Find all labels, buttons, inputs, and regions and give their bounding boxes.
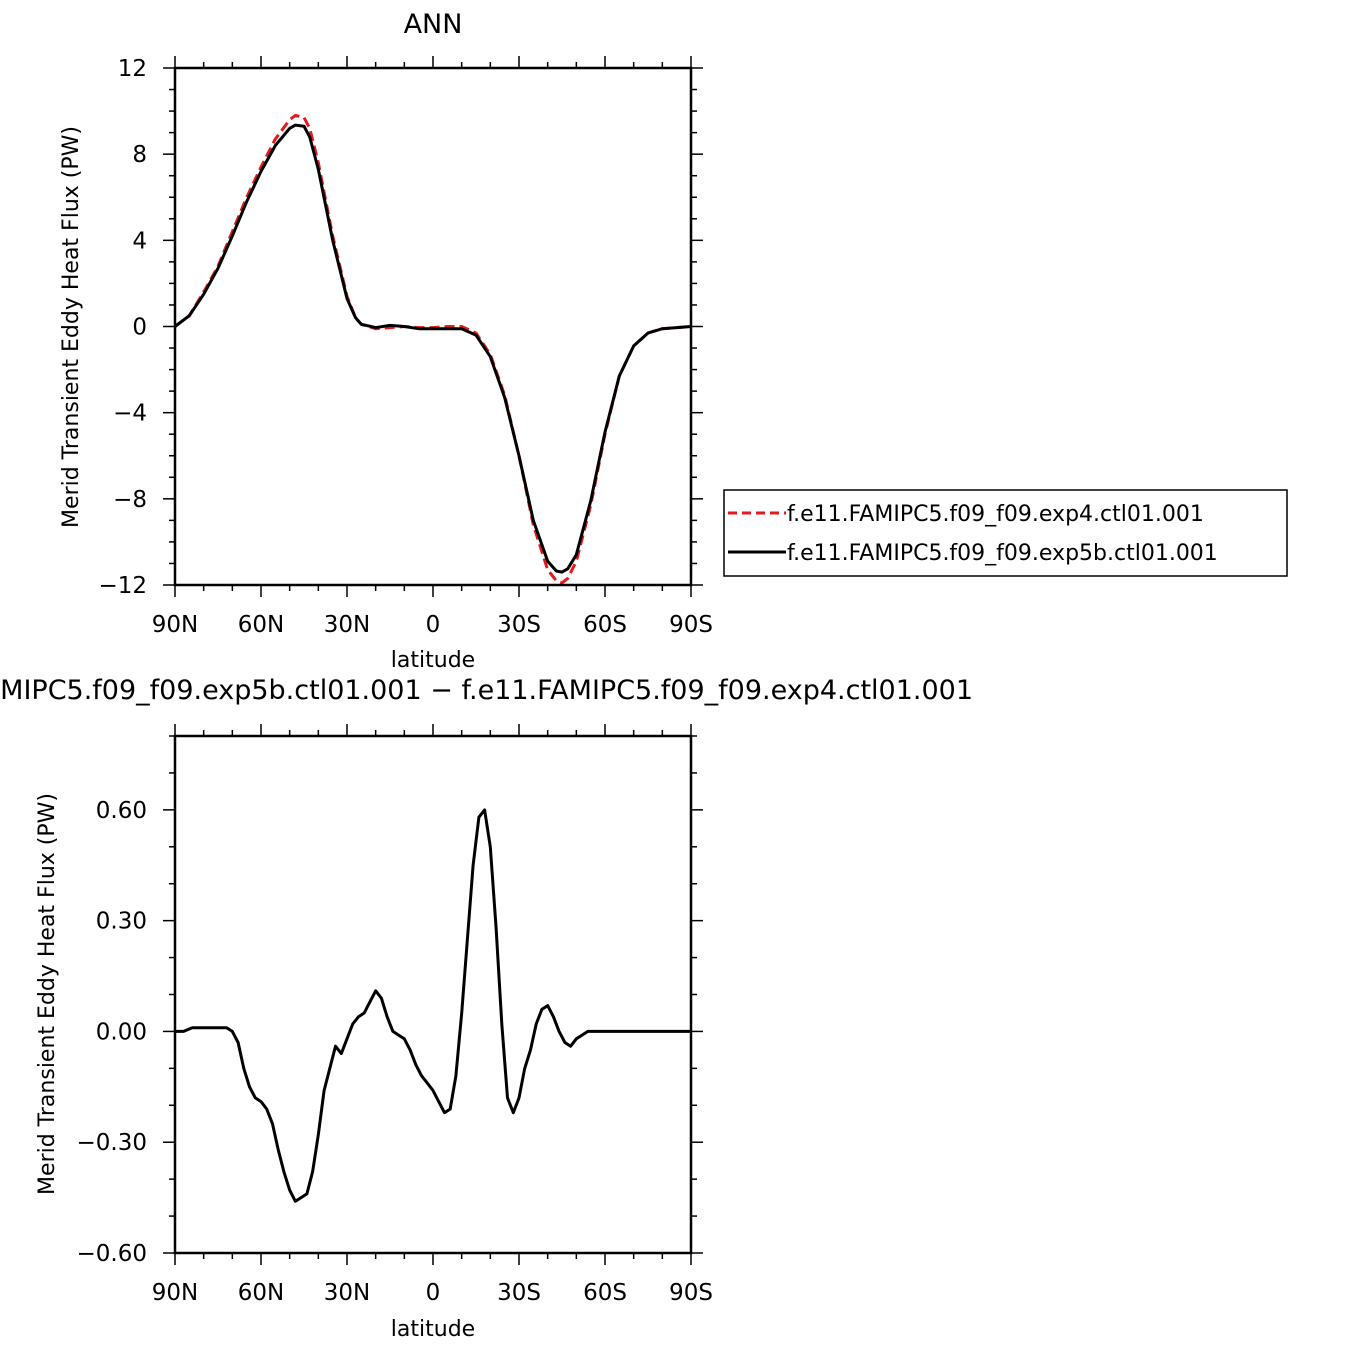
bottom-plot-area: 90N 60N 30N 0 30S 60S 90S 0.60 0.30 0.00 −0.30 −0.6… [77,724,713,1306]
top-x-axis-label: latitude [391,648,475,673]
bottom-series-line-0 [175,808,691,1203]
top-y-tick-label: −12 [98,573,147,599]
bottom-y-axis-label: Merid Transient Eddy Heat Flux (PW) [35,793,60,1195]
top-plot-area: 90N 60N 30N 0 30S 60S 90S 12 8 4 0 −4 −8 −12 [98,56,713,638]
legend-label-exp4: f.e11.FAMIPC5.f09_f09.exp4.ctl01.001 [787,502,1204,527]
bottom-y-tick-label: 0.30 [96,909,147,935]
legend-label-exp5b: f.e11.FAMIPC5.f09_f09.exp5b.ctl01.001 [787,541,1218,566]
bottom-y-tick-label: 0.60 [96,798,147,824]
bottom-x-tick-label: 30S [497,1280,541,1306]
legend-box [723,489,1288,577]
top-x-tick-label: 0 [426,612,441,638]
top-legend: f.e11.FAMIPC5.f09_f09.exp4.ctl01.001 f.e… [723,489,1288,577]
top-series-line-0 [174,113,692,585]
bottom-x-tick-label: 30N [324,1280,370,1306]
top-x-tick-label: 60N [238,612,284,638]
top-y-tick-label: 12 [118,56,147,82]
bottom-x-tick-label: 90S [669,1280,713,1306]
bottom-x-axis-label: latitude [391,1317,475,1342]
bottom-y-tick-label: −0.30 [77,1130,147,1156]
bottom-chart-title: f.e11.FAMIPC5.f09_f09.exp5b.ctl01.001 − … [0,675,973,706]
top-series-line-1 [174,123,692,574]
top-plot-frame [173,66,693,587]
top-x-tick-label: 30N [324,612,370,638]
top-y-tick-label: 8 [132,142,147,168]
bottom-x-tick-label: 90N [152,1280,198,1306]
bottom-panel: f.e11.FAMIPC5.f09_f09.exp5b.ctl01.001 − … [0,675,973,1342]
bottom-plot-frame [173,734,693,1255]
top-panel: ANN 90N 60N 30N 0 30S 60S 90S 12 8 4 0 −4 −8 −12 lati… [59,9,1288,673]
bottom-x-tick-label: 0 [426,1280,441,1306]
top-x-tick-label: 90S [669,612,713,638]
bottom-y-tick-label: 0.00 [96,1019,147,1045]
top-x-tick-label: 60S [583,612,627,638]
top-y-tick-label: 4 [132,228,147,254]
bottom-x-tick-label: 60S [583,1280,627,1306]
top-chart-title: ANN [404,9,463,40]
top-y-tick-label: −4 [113,401,147,427]
top-x-tick-label: 30S [497,612,541,638]
bottom-x-tick-label: 60N [238,1280,284,1306]
top-y-tick-label: 0 [132,315,147,341]
bottom-y-tick-label: −0.60 [77,1241,147,1267]
top-y-tick-label: −8 [113,487,147,513]
top-y-axis-label: Merid Transient Eddy Heat Flux (PW) [59,126,84,528]
top-x-tick-label: 90N [152,612,198,638]
